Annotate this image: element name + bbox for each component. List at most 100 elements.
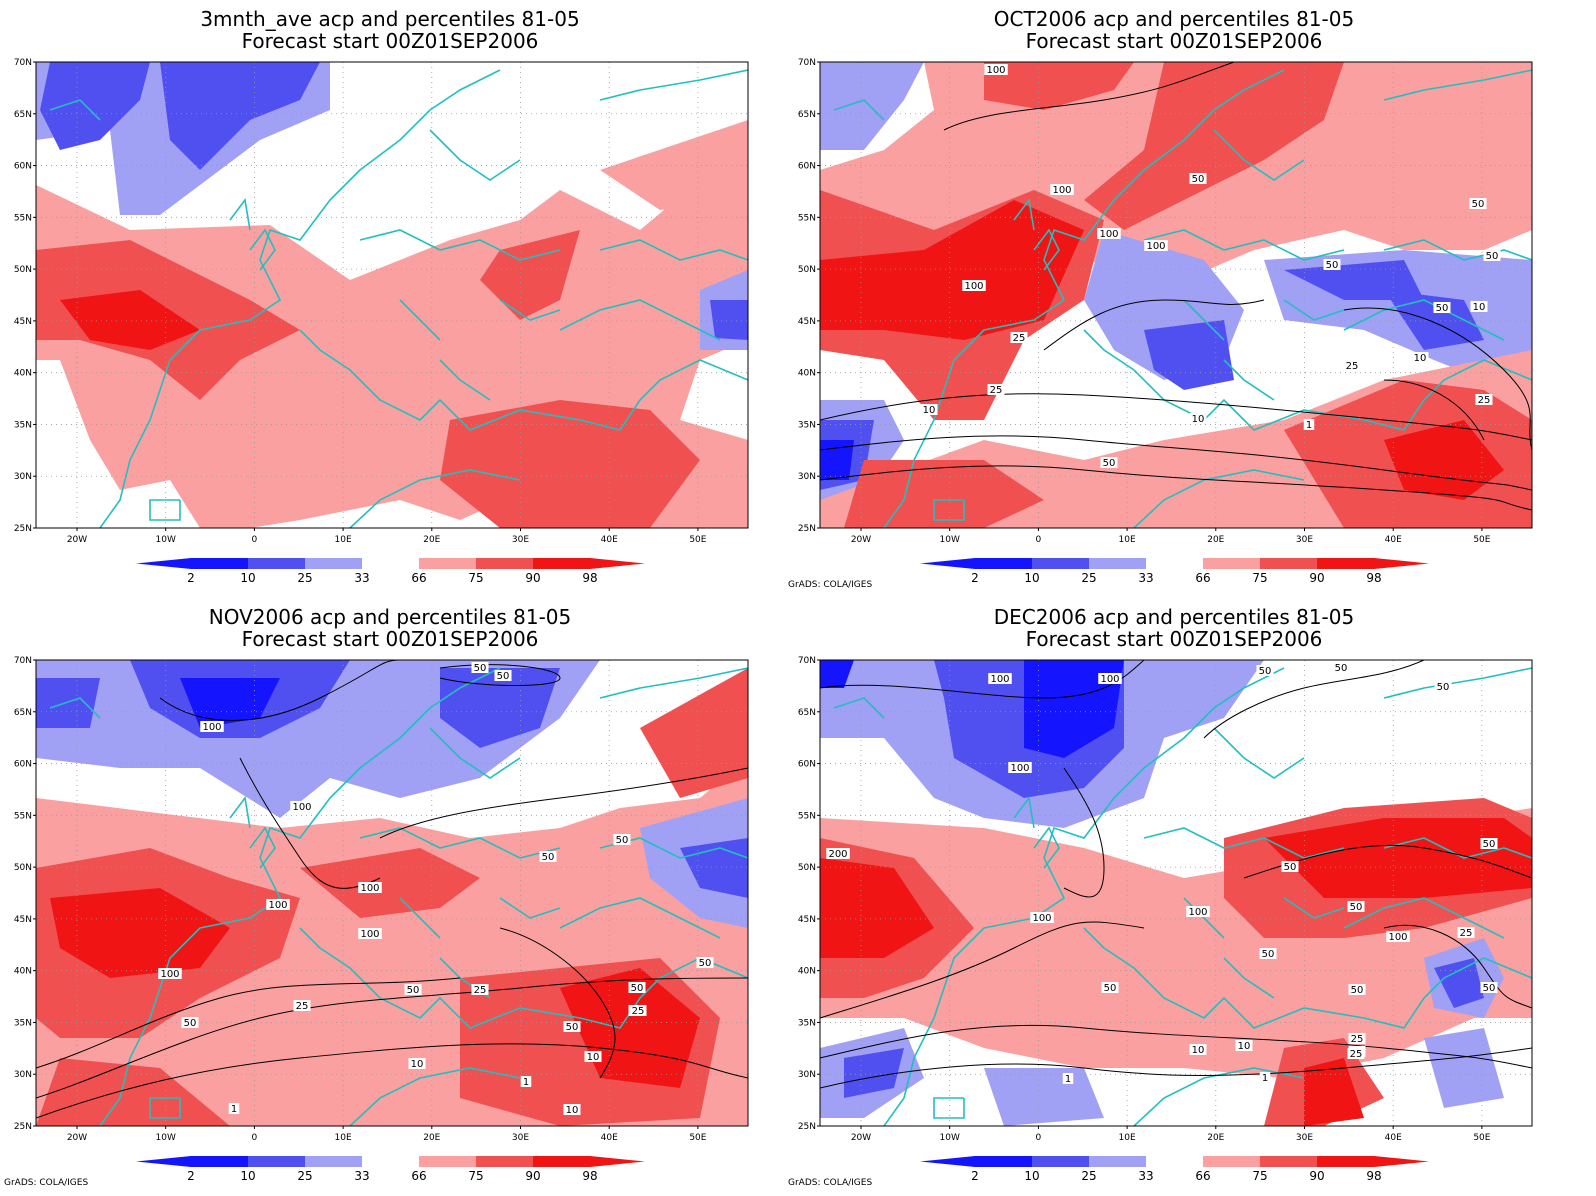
contour-label: 50 bbox=[1192, 174, 1205, 185]
coastline bbox=[399, 897, 441, 939]
contour-label-bg bbox=[628, 982, 646, 993]
legend-label: 75 bbox=[468, 1169, 483, 1183]
contour-label: 50 bbox=[616, 835, 629, 846]
lat-label: 45N bbox=[798, 317, 816, 327]
contour-label: 10 bbox=[923, 405, 936, 416]
contour-label-bg bbox=[1189, 413, 1207, 424]
contour-label: 100 bbox=[986, 65, 1005, 76]
legend-swatch bbox=[1260, 1156, 1317, 1167]
contour-label-bg bbox=[1347, 901, 1365, 912]
lon-label: 20W bbox=[67, 1133, 87, 1143]
legend-label: 75 bbox=[468, 571, 483, 585]
coastline bbox=[1033, 228, 1060, 271]
legend-label: 90 bbox=[1309, 571, 1324, 585]
contour-label-bg bbox=[404, 984, 422, 995]
legend-label: 25 bbox=[1081, 1169, 1096, 1183]
contour-label: 100 bbox=[1032, 913, 1051, 924]
coastline bbox=[299, 927, 748, 1029]
lon-label: 10E bbox=[1119, 535, 1136, 545]
contour-line bbox=[1203, 660, 1425, 739]
legend-swatch bbox=[1146, 558, 1203, 569]
lat-label: 60N bbox=[14, 162, 32, 172]
contour-label-bg bbox=[987, 384, 1005, 395]
contour-label-bg bbox=[1189, 173, 1207, 184]
coastline bbox=[399, 299, 441, 341]
coastline bbox=[299, 329, 748, 431]
contour-label: 100 bbox=[1146, 241, 1165, 252]
coastline bbox=[1213, 727, 1305, 779]
lat-label: 45N bbox=[798, 915, 816, 925]
lat-label: 60N bbox=[798, 760, 816, 770]
lat-label: 50N bbox=[798, 265, 816, 275]
contour-label-bg bbox=[1347, 1048, 1365, 1059]
contour-label-bg bbox=[1097, 228, 1121, 239]
coastline bbox=[1223, 957, 1275, 999]
coastline bbox=[1133, 469, 1305, 528]
contour-label: 50 bbox=[1259, 666, 1272, 677]
legend-swatch bbox=[476, 558, 533, 569]
contour-label: 10 bbox=[566, 1105, 579, 1116]
coastline bbox=[1083, 329, 1532, 431]
legend-label: 66 bbox=[1195, 571, 1210, 585]
contour-label: 50 bbox=[1437, 682, 1450, 693]
legend-swatch bbox=[1089, 558, 1146, 569]
contour-label: 50 bbox=[1486, 251, 1499, 262]
color-legend: 2 10 25 33 66 75 90 98 bbox=[920, 558, 1429, 585]
coastline bbox=[49, 697, 101, 719]
contour-label-bg bbox=[1343, 360, 1361, 371]
contour-label: 100 bbox=[292, 802, 311, 813]
map-frame bbox=[35, 659, 749, 1127]
contour-label: 25 bbox=[1346, 361, 1359, 372]
legend-swatch bbox=[1146, 1156, 1203, 1167]
contour-line bbox=[36, 1043, 748, 1119]
panel-subtitle: Forecast start 00Z01SEP2006 bbox=[241, 627, 539, 651]
contour-label: 200 bbox=[828, 849, 847, 860]
lat-label: 25N bbox=[798, 1122, 816, 1132]
legend-label: 2 bbox=[187, 1169, 195, 1183]
lon-label: 30E bbox=[1296, 535, 1313, 545]
contour-label-bg bbox=[1323, 259, 1341, 270]
shading-region bbox=[640, 668, 748, 798]
legend-swatch bbox=[362, 558, 419, 569]
contour-line bbox=[239, 757, 381, 889]
lon-label: 20W bbox=[67, 535, 87, 545]
map-plot: 70N 65N 60N 55N 50N 45N 40N 35N 30N 25N 20W 10W 0 10E… bbox=[14, 656, 749, 1143]
contour-label: 100 bbox=[268, 900, 287, 911]
contour-label-bg bbox=[471, 662, 489, 673]
contour-label-bg bbox=[358, 882, 382, 893]
shading-region bbox=[820, 62, 924, 150]
panel-title: DEC2006 acp and percentiles 81-05 bbox=[993, 605, 1355, 629]
legend-swatch bbox=[1260, 558, 1317, 569]
coastline bbox=[559, 299, 721, 341]
legend-label: 98 bbox=[1366, 571, 1381, 585]
legend-label: 25 bbox=[297, 1169, 312, 1183]
shading-region bbox=[50, 888, 230, 978]
contour-label-bg bbox=[962, 280, 986, 291]
map-plot: 70N 65N 60N 55N 50N 45N 40N 35N 30N 25N 20W 10W 0 10E… bbox=[798, 58, 1533, 545]
coastline bbox=[249, 826, 276, 869]
contour-line bbox=[820, 1047, 1532, 1089]
coastline bbox=[1143, 229, 1345, 261]
contour-label: 100 bbox=[160, 969, 179, 980]
contour-line bbox=[379, 767, 748, 839]
contour-label: 10 bbox=[587, 1052, 600, 1063]
lon-label: 10E bbox=[1119, 1133, 1136, 1143]
contour-line bbox=[499, 927, 616, 1079]
contour-label: 1 bbox=[1065, 1074, 1071, 1085]
lon-label: 50E bbox=[1473, 1133, 1490, 1143]
shading-region bbox=[820, 200, 1084, 340]
map-plot: 70N 65N 60N 55N 50N 45N 40N 35N 30N 25N 20W 10W 0 10E… bbox=[14, 58, 749, 545]
contour-label: 100 bbox=[1052, 185, 1071, 196]
panel-dec2006: DEC2006 acp and percentiles 81-05 Foreca… bbox=[784, 598, 1564, 1194]
contour-label: 100 bbox=[1099, 229, 1118, 240]
panel-subtitle: Forecast start 00Z01SEP2006 bbox=[241, 29, 539, 53]
contour-label: 1 bbox=[523, 1077, 529, 1088]
contour-label: 100 bbox=[360, 883, 379, 894]
legend-swatch bbox=[533, 558, 590, 569]
contour-label: 50 bbox=[1262, 949, 1275, 960]
shading-region bbox=[1384, 420, 1504, 500]
lon-label: 20E bbox=[1207, 535, 1224, 545]
contour-label-bg bbox=[1098, 673, 1122, 684]
coastline bbox=[1383, 239, 1532, 261]
contour-label-bg bbox=[563, 1021, 581, 1032]
